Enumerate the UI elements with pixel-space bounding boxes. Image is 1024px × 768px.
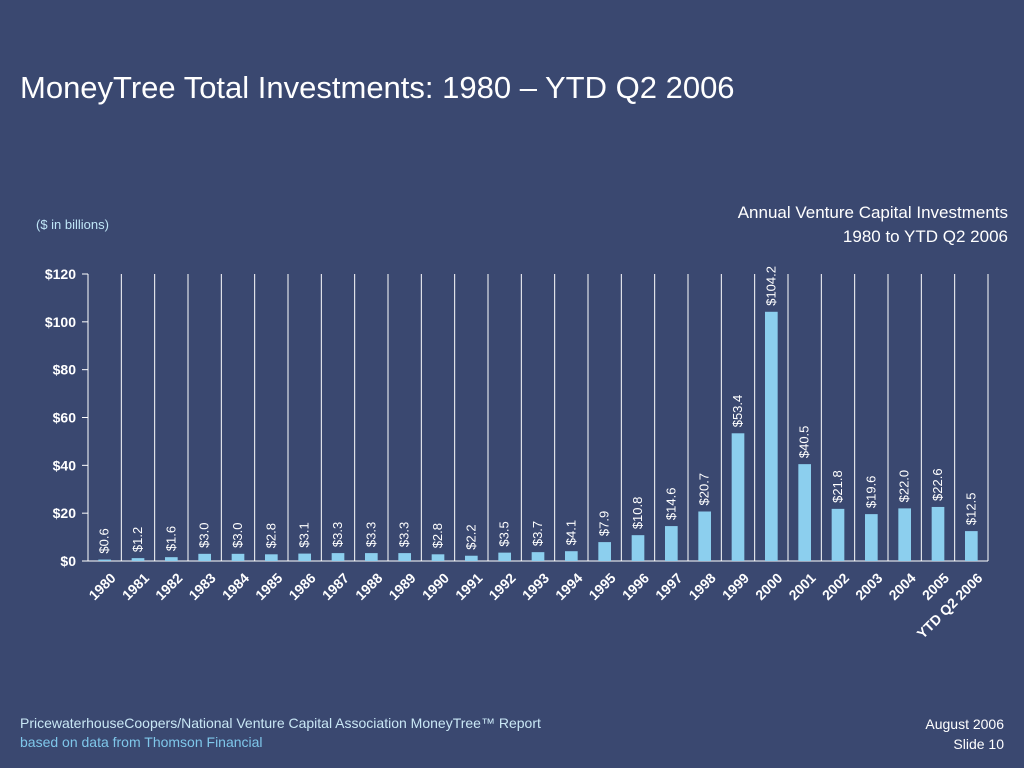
bar [398,553,411,561]
x-tick-label: 1981 [119,570,152,603]
footer-source-line2: based on data from Thomson Financial [20,734,263,750]
data-label: $10.8 [630,497,645,530]
bar [298,553,311,561]
bar [131,558,145,561]
x-tick-label: 2000 [752,570,785,603]
slide-number: Slide 10 [953,736,1004,752]
data-label: $3.0 [230,523,245,548]
x-tick-label: 1997 [652,570,685,603]
chart-title: Annual Venture Capital Investments [737,203,1008,222]
bar [598,542,611,561]
y-tick-label: $80 [53,362,77,378]
bar [698,511,711,561]
y-tick-label: $120 [45,266,76,282]
data-label: $12.5 [963,493,978,526]
bar [865,514,878,561]
x-tick-label: 1996 [619,570,652,603]
data-label: $3.1 [297,522,312,547]
data-label: $3.5 [497,521,512,546]
footer-source-line1: PricewaterhouseCoopers/National Venture … [20,715,541,731]
x-tick-label: 1988 [352,570,385,603]
data-label: $104.2 [763,266,778,306]
footer-meta: August 2006 Slide 10 [925,714,1004,754]
y-tick-label: $100 [45,314,76,330]
data-label: $14.6 [663,488,678,521]
x-tick-label: 1992 [485,570,518,603]
y-tick-label: $20 [53,505,77,521]
data-label: $2.8 [263,523,278,548]
data-label: $2.8 [430,523,445,548]
data-label: $7.9 [597,511,612,536]
bar [98,559,111,561]
data-label: $22.0 [897,470,912,503]
x-tick-label: 2001 [785,570,818,603]
data-label: $40.5 [797,426,812,459]
bar [431,554,445,561]
data-label: $1.6 [163,526,178,551]
bar [731,433,745,561]
data-label: $22.6 [930,468,945,501]
chart-subtitle: 1980 to YTD Q2 2006 [842,227,1008,246]
bar [665,526,678,561]
x-tick-label: 2003 [852,570,885,603]
bar [498,552,511,561]
bar [565,551,578,561]
data-label: $19.6 [863,476,878,509]
bar [798,464,811,561]
bar [631,535,645,561]
y-tick-label: $60 [53,410,77,426]
chart-heading: Annual Venture Capital Investments 1980 … [738,201,1008,249]
bar [465,555,478,561]
x-tick-label: 2002 [819,570,852,603]
x-tick-label: 2004 [885,570,918,603]
data-label: $21.8 [830,470,845,503]
data-label: $1.2 [130,527,145,552]
data-label: $0.6 [97,528,112,553]
unit-label: ($ in billions) [36,217,109,232]
data-label: $3.3 [397,522,412,547]
x-tick-label: 1983 [185,570,218,603]
x-tick-label: 1987 [319,570,352,603]
bar-chart: $0 $20 $40 $60 $80 $100 $120 $0.6 1980 $1.2 1981 $1… [45,266,989,642]
data-label: $2.2 [463,524,478,549]
x-tick-label: 1999 [719,570,752,603]
x-tick-label: 1994 [552,570,585,603]
bar [765,311,778,561]
data-label: $3.3 [330,522,345,547]
bar [198,553,211,561]
data-label: $3.0 [197,523,212,548]
bar [231,553,245,561]
x-tick-label: 1986 [285,570,318,603]
x-tick-label: 1984 [219,570,252,603]
data-label: $53.4 [730,395,745,428]
x-tick-label: 1980 [85,570,118,603]
data-label: $3.7 [530,521,545,546]
y-tick-label: $0 [60,553,76,569]
slide-title: MoneyTree Total Investments: 1980 – YTD … [20,70,735,105]
x-tick-label: 1990 [419,570,452,603]
bar [331,553,345,561]
x-tick-label: 1993 [519,570,552,603]
footer-source: PricewaterhouseCoopers/National Venture … [20,714,541,752]
x-tick-label: 1991 [452,570,485,603]
bar [831,508,845,561]
x-tick-label: 1989 [385,570,418,603]
bar [898,508,911,561]
x-tick-label: 1995 [585,570,618,603]
data-label: $3.3 [363,522,378,547]
x-tick-label: 1982 [152,570,185,603]
bar [265,554,278,561]
data-label: $20.7 [697,473,712,506]
data-label: $4.1 [563,520,578,545]
bar [931,506,945,561]
bar [365,553,378,561]
footer-date: August 2006 [925,716,1004,732]
bar [165,557,178,561]
y-tick-label: $40 [53,457,77,473]
x-tick-label: 1985 [252,570,285,603]
bar [531,552,545,561]
x-tick-label: 1998 [685,570,718,603]
bar [965,531,978,561]
